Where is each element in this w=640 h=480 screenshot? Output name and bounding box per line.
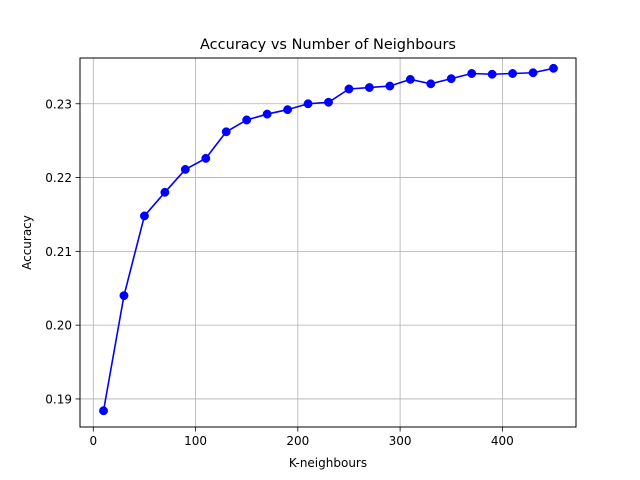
- data-point: [180, 164, 190, 174]
- grid-lines: [80, 58, 576, 427]
- data-point: [221, 127, 231, 137]
- x-axis-label: K-neighbours: [289, 456, 367, 470]
- data-point: [549, 63, 558, 73]
- data-point: [344, 84, 354, 94]
- data-point: [242, 115, 252, 125]
- data-point: [119, 291, 129, 301]
- y-tick-label: 0.19: [45, 392, 72, 406]
- data-point: [467, 69, 477, 78]
- data-point: [160, 187, 170, 197]
- x-tick-label: 300: [389, 434, 412, 448]
- data-point: [139, 211, 149, 221]
- x-tick-label: 100: [184, 434, 207, 448]
- data-point: [508, 69, 518, 78]
- data-point: [487, 69, 497, 79]
- y-axis-label: Accuracy: [20, 215, 34, 270]
- series-layer: [99, 63, 558, 416]
- data-point: [99, 406, 108, 416]
- data-point: [303, 99, 313, 109]
- data-point: [364, 83, 374, 92]
- y-tick-label: 0.20: [45, 319, 72, 333]
- x-tick-label: 0: [89, 434, 97, 448]
- chart-title: Accuracy vs Number of Neighbours: [200, 37, 456, 53]
- y-tick-label: 0.22: [45, 171, 72, 185]
- data-point: [528, 68, 538, 78]
- plot-frame: [79, 57, 577, 428]
- data-point: [405, 74, 415, 84]
- data-point: [324, 97, 333, 107]
- data-point: [446, 74, 456, 84]
- data-point: [283, 105, 293, 115]
- axis-ticks: 0 100 200 300 400 0.19 0.20 0.21 0.22 0.23: [45, 97, 514, 448]
- y-tick-label: 0.21: [45, 245, 72, 259]
- y-tick-label: 0.23: [45, 97, 72, 111]
- data-point: [201, 153, 211, 163]
- data-point: [426, 79, 436, 89]
- data-point: [385, 81, 395, 91]
- data-point: [262, 109, 272, 119]
- x-tick-label: 400: [491, 434, 514, 448]
- x-tick-label: 200: [286, 434, 309, 448]
